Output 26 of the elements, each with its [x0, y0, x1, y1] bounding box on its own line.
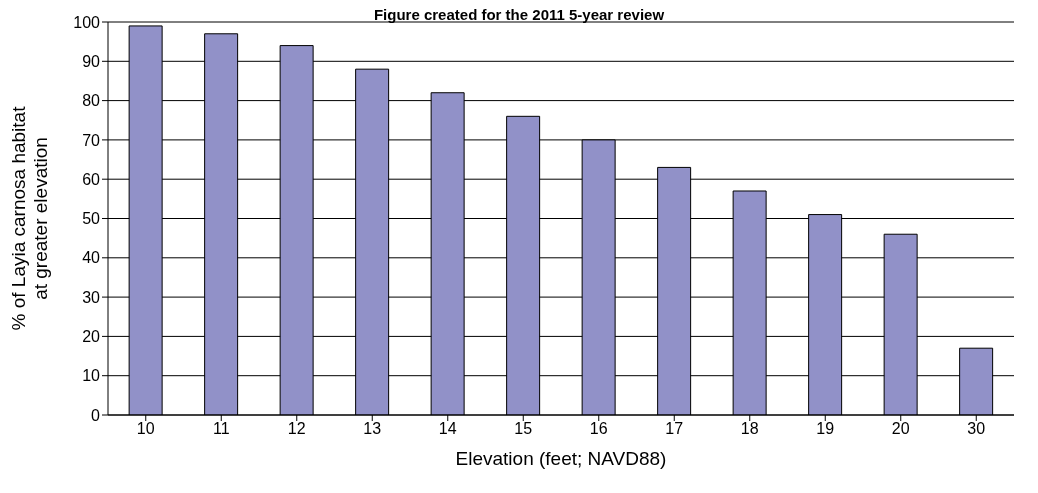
y-tick-label: 70 [82, 131, 101, 149]
x-tick-label: 12 [287, 420, 306, 438]
x-tick-label: 18 [740, 420, 759, 438]
x-tick-label: 20 [891, 420, 910, 438]
x-tick-label: 13 [363, 420, 382, 438]
y-tick-label: 40 [82, 249, 101, 267]
x-tick-label: 17 [665, 420, 684, 438]
y-tick-label: 10 [82, 367, 101, 385]
chart-title: Figure created for the 2011 5-year review [373, 6, 665, 23]
y-tick-label: 20 [82, 328, 101, 346]
y-tick-label: 0 [91, 406, 101, 424]
x-tick-label: 19 [816, 420, 835, 438]
y-tick-label: 90 [82, 52, 101, 70]
x-tick-label: 15 [514, 420, 533, 438]
x-tick-label: 16 [589, 420, 608, 438]
x-tick-label: 14 [438, 420, 457, 438]
x-tick-label: 11 [212, 420, 230, 438]
x-tick-label: 10 [136, 420, 155, 438]
y-tick-label: 50 [82, 210, 101, 228]
y-tick-label: 30 [82, 288, 101, 306]
y-axis-title: % of Layia carnosa habitat at greater elevation [8, 105, 51, 331]
y-tick-label: 80 [82, 92, 101, 110]
y-tick-label: 100 [73, 13, 101, 31]
x-axis-title: Elevation (feet; NAVD88) [455, 448, 667, 469]
y-tick-label: 60 [82, 170, 101, 188]
x-tick-label: 30 [967, 420, 986, 438]
